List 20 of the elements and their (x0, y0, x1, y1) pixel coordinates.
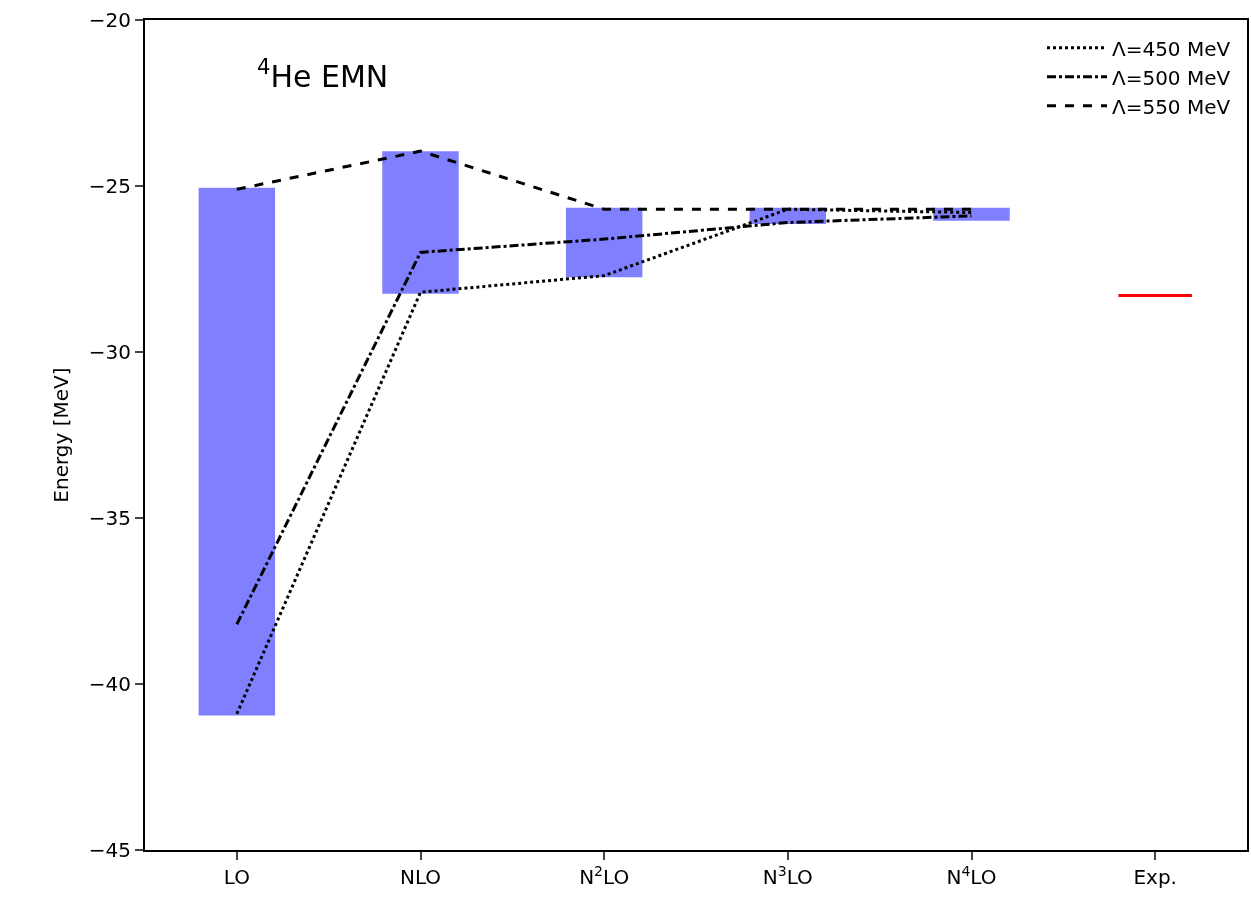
y-axis-title: Energy [MeV] (48, 367, 73, 503)
legend-label: Λ=550 MeV (1111, 94, 1231, 119)
bar (565, 207, 643, 278)
x-tick-label: Exp. (1133, 865, 1177, 889)
bar (198, 187, 276, 716)
x-tick-label: N$^{2}$LO (579, 862, 630, 889)
annotation: $^{4}$He EMN (257, 55, 389, 94)
x-tick-label: LO (223, 865, 250, 889)
legend-label: Λ=500 MeV (1111, 65, 1231, 90)
bar (382, 151, 459, 294)
legend-label: Λ=450 MeV (1111, 36, 1231, 61)
x-tick-label: NLO (399, 865, 442, 889)
y-tick-label: −30 (88, 340, 131, 364)
y-tick-label: −35 (88, 506, 131, 530)
y-tick-label: −25 (88, 174, 131, 198)
x-tick-label: N$^{3}$LO (762, 862, 813, 889)
x-tick-label: N$^{4}$LO (946, 862, 997, 889)
y-tick-label: −20 (88, 8, 131, 32)
y-tick-label: −45 (88, 838, 131, 862)
y-tick-label: −40 (88, 672, 131, 696)
